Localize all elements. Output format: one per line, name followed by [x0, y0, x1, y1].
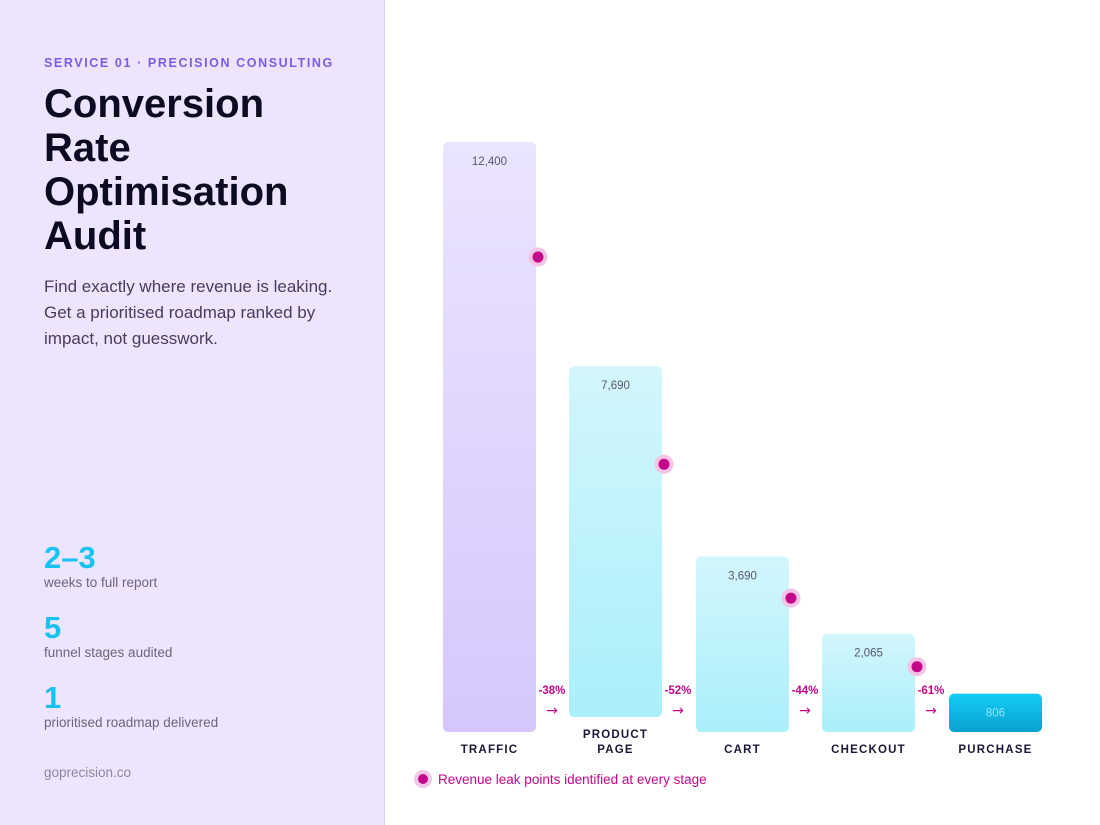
leak-point-dot: [785, 592, 797, 604]
stage-label: PURCHASE: [958, 744, 1032, 756]
drop-arrow-icon: →: [799, 703, 811, 719]
leak-point-dot: [911, 661, 923, 673]
funnel-bar: [949, 693, 1042, 732]
bar-value-label: 12,400: [472, 156, 507, 168]
bar-value-label: 7,690: [601, 380, 630, 392]
funnel-bar: [569, 366, 662, 717]
stage-label: PRODUCT: [583, 729, 648, 741]
leak-point-dot: [658, 458, 670, 470]
stat-roadmap: 1 prioritised roadmap delivered: [44, 682, 218, 732]
legend-label: Revenue leak points identified at every …: [438, 771, 707, 787]
description-text: Find exactly where revenue is leaking. G…: [44, 277, 333, 348]
footer-link[interactable]: goprecision.co: [44, 765, 132, 780]
stat-weeks: 2–3 weeks to full report: [44, 542, 157, 592]
funnel-chart-area: 12,400 TRAFFIC 7,690 PRODUCT PAGE 3,690 CART 2,…: [385, 0, 1100, 825]
chart-legend: Revenue leak points identified at every …: [414, 769, 707, 789]
title-line: Audit: [44, 214, 147, 258]
bar-value-label: 2,065: [854, 648, 883, 660]
drop-percent-label: -52%: [665, 685, 692, 697]
stat-value: 2–3: [44, 540, 96, 575]
eyebrow-label: SERVICE 01 · PRECISION CONSULTING: [44, 56, 334, 70]
bar-value-label: 3,690: [728, 570, 757, 582]
stat-label: prioritised roadmap delivered: [44, 715, 219, 730]
stat-label: funnel stages audited: [44, 645, 173, 660]
funnel-chart: 12,400 TRAFFIC 7,690 PRODUCT PAGE 3,690 CART 2,…: [443, 142, 1042, 756]
leak-point-icon: [414, 770, 432, 788]
title-line: Conversion: [44, 82, 265, 126]
drop-arrow-icon: →: [546, 703, 558, 719]
drop-arrow-icon: →: [672, 703, 684, 719]
stat-stages: 5 funnel stages audited: [44, 612, 172, 662]
stat-value: 5: [44, 610, 62, 645]
stat-label: weeks to full report: [44, 575, 158, 590]
funnel-bar: [822, 633, 915, 732]
stage-label: TRAFFIC: [461, 744, 519, 756]
drop-percent-label: -61%: [918, 685, 945, 697]
stat-value: 1: [44, 680, 62, 715]
stage-label: CHECKOUT: [831, 744, 906, 756]
drop-percent-label: -38%: [539, 685, 566, 697]
title-line: Rate: [44, 126, 131, 170]
page-title: Conversion Rate Optimisation Audit: [44, 82, 364, 258]
stage-label: PAGE: [597, 744, 634, 756]
drop-percent-label: -44%: [792, 685, 819, 697]
bar-value-label: 806: [986, 708, 1005, 720]
leak-point-dot: [532, 251, 544, 263]
drop-arrow-icon: →: [925, 703, 937, 719]
funnel-bar: [696, 556, 789, 732]
stage-label: CART: [724, 744, 761, 756]
sidebar-panel: SERVICE 01 · PRECISION CONSULTING Conver…: [0, 0, 385, 825]
title-line: Optimisation: [44, 170, 289, 214]
funnel-bar: [443, 142, 536, 732]
